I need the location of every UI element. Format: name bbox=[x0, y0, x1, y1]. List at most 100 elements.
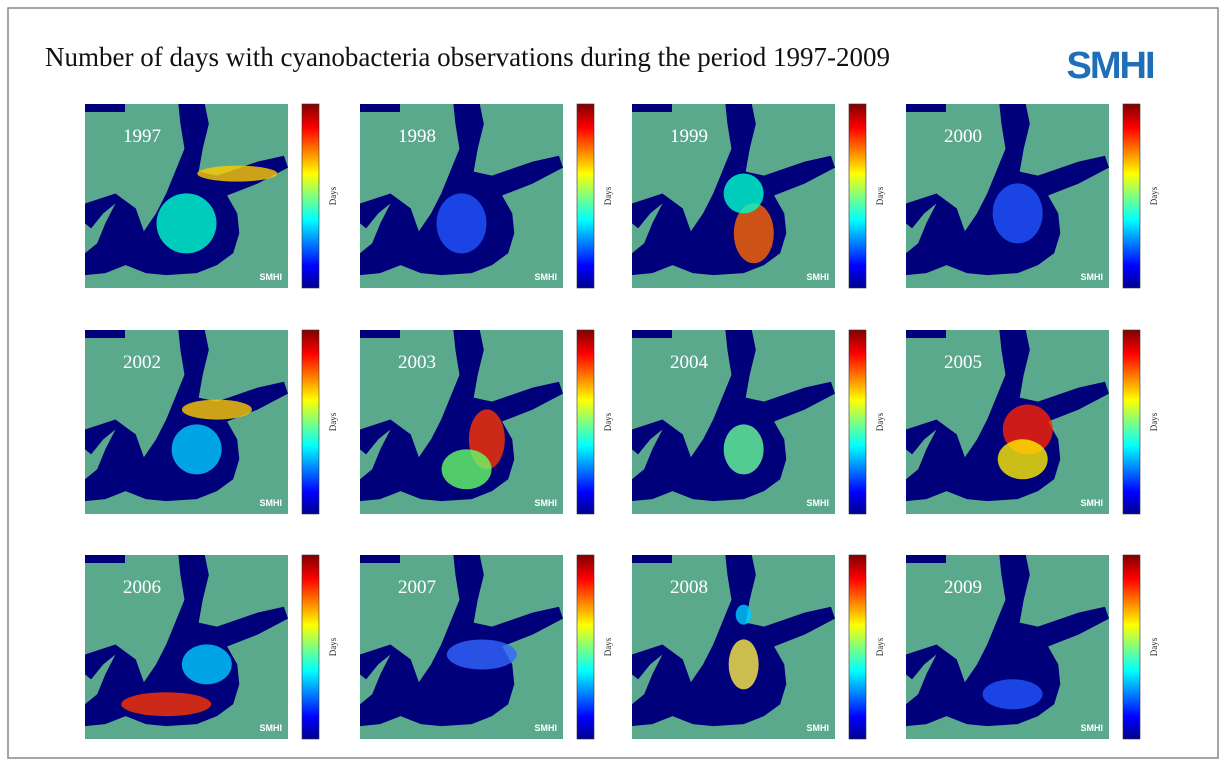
year-label: 2002 bbox=[123, 352, 161, 373]
colorbar-scale bbox=[576, 103, 595, 289]
map-border-water bbox=[632, 555, 672, 563]
map-border-water bbox=[906, 104, 946, 112]
colorbar: Days bbox=[848, 329, 885, 515]
colorbar-scale bbox=[1122, 103, 1141, 289]
colorbar: Days bbox=[576, 103, 613, 289]
map-panel: 1998 SMHI bbox=[360, 104, 563, 288]
title: Number of days with cyanobacteria observ… bbox=[45, 42, 890, 72]
colorbar-label: Days bbox=[1149, 637, 1159, 656]
colorbar: Days bbox=[301, 103, 338, 289]
colorbar: Days bbox=[576, 329, 613, 515]
colorbar-label: Days bbox=[603, 412, 613, 431]
watermark: SMHI bbox=[807, 272, 830, 282]
map-border-water bbox=[360, 555, 400, 563]
colorbar-scale bbox=[1122, 329, 1141, 515]
colorbar-label: Days bbox=[603, 637, 613, 656]
map-panel: 2003 SMHI bbox=[360, 330, 563, 514]
bloom-area bbox=[156, 193, 217, 254]
map-panel: 2002 SMHI bbox=[85, 330, 288, 514]
colorbar: Days bbox=[1122, 329, 1159, 515]
colorbar-scale bbox=[576, 554, 595, 740]
bloom-area bbox=[728, 639, 759, 690]
bloom-area bbox=[121, 692, 212, 717]
bloom-area bbox=[181, 644, 232, 685]
colorbar-scale bbox=[301, 554, 320, 740]
colorbar: Days bbox=[576, 554, 613, 740]
bloom-area bbox=[441, 449, 492, 490]
colorbar-scale bbox=[301, 329, 320, 515]
bloom-area bbox=[171, 424, 222, 475]
colorbar: Days bbox=[301, 554, 338, 740]
year-label: 2008 bbox=[670, 577, 708, 598]
map-panel: 2000 SMHI bbox=[906, 104, 1109, 288]
colorbar: Days bbox=[848, 103, 885, 289]
watermark: SMHI bbox=[535, 498, 558, 508]
year-label: 1998 bbox=[398, 126, 436, 147]
bloom-area bbox=[723, 424, 764, 475]
map-panel: 2008 SMHI bbox=[632, 555, 835, 739]
watermark: SMHI bbox=[1081, 272, 1104, 282]
colorbar-label: Days bbox=[875, 637, 885, 656]
watermark: SMHI bbox=[1081, 498, 1104, 508]
bloom-area bbox=[436, 193, 487, 254]
year-label: 2006 bbox=[123, 577, 161, 598]
colorbar-label: Days bbox=[875, 186, 885, 205]
map-panel: 2005 SMHI bbox=[906, 330, 1109, 514]
map-panel: 1999 SMHI bbox=[632, 104, 835, 288]
watermark: SMHI bbox=[807, 498, 830, 508]
colorbar-label: Days bbox=[328, 186, 338, 205]
bloom-area bbox=[181, 399, 252, 420]
slide-border bbox=[7, 7, 1219, 759]
map-border-water bbox=[632, 330, 672, 338]
colorbar-label: Days bbox=[603, 186, 613, 205]
watermark: SMHI bbox=[260, 498, 283, 508]
map-panel: 2007 SMHI bbox=[360, 555, 563, 739]
bloom-area bbox=[733, 203, 774, 264]
bloom-area bbox=[197, 165, 278, 182]
map-border-water bbox=[906, 555, 946, 563]
year-label: 2009 bbox=[944, 577, 982, 598]
map-panel: 1997 SMHI bbox=[85, 104, 288, 288]
watermark: SMHI bbox=[807, 723, 830, 733]
map-border-water bbox=[360, 104, 400, 112]
year-label: 2000 bbox=[944, 126, 982, 147]
map-border-water bbox=[85, 555, 125, 563]
colorbar-scale bbox=[848, 103, 867, 289]
watermark: SMHI bbox=[535, 723, 558, 733]
colorbar-label: Days bbox=[1149, 186, 1159, 205]
colorbar-scale bbox=[848, 329, 867, 515]
colorbar-scale bbox=[848, 554, 867, 740]
map-border-water bbox=[906, 330, 946, 338]
colorbar-label: Days bbox=[328, 412, 338, 431]
colorbar-label: Days bbox=[328, 637, 338, 656]
watermark: SMHI bbox=[535, 272, 558, 282]
colorbar-label: Days bbox=[875, 412, 885, 431]
watermark: SMHI bbox=[260, 723, 283, 733]
bloom-area bbox=[997, 439, 1048, 480]
colorbar-scale bbox=[1122, 554, 1141, 740]
map-border-water bbox=[85, 330, 125, 338]
colorbar-label: Days bbox=[1149, 412, 1159, 431]
bloom-area bbox=[446, 639, 517, 670]
logo: SMHI bbox=[1067, 45, 1154, 87]
year-label: 1999 bbox=[670, 126, 708, 147]
year-label: 2007 bbox=[398, 577, 436, 598]
colorbar-scale bbox=[301, 103, 320, 289]
year-label: 2005 bbox=[944, 352, 982, 373]
colorbar-scale bbox=[576, 329, 595, 515]
colorbar: Days bbox=[1122, 103, 1159, 289]
watermark: SMHI bbox=[1081, 723, 1104, 733]
year-label: 2003 bbox=[398, 352, 436, 373]
bloom-area bbox=[992, 183, 1043, 244]
map-border-water bbox=[85, 104, 125, 112]
colorbar: Days bbox=[1122, 554, 1159, 740]
map-border-water bbox=[360, 330, 400, 338]
colorbar: Days bbox=[848, 554, 885, 740]
colorbar: Days bbox=[301, 329, 338, 515]
map-panel: 2009 SMHI bbox=[906, 555, 1109, 739]
map-border-water bbox=[632, 104, 672, 112]
bloom-area bbox=[982, 679, 1043, 710]
map-panel: 2006 SMHI bbox=[85, 555, 288, 739]
